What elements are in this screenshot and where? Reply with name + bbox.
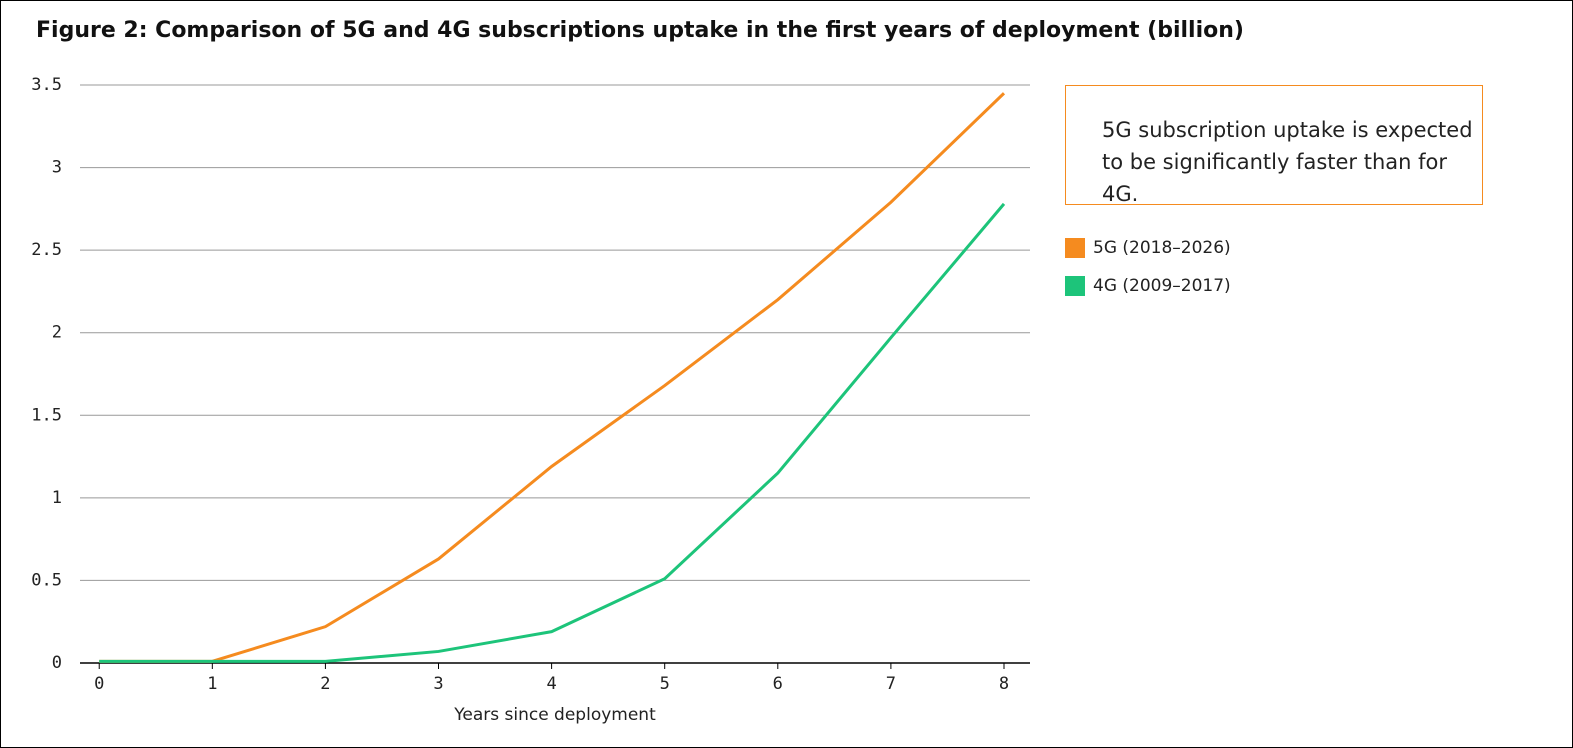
y-tick-label: 2.5 xyxy=(31,240,62,260)
y-tick-label: 1 xyxy=(52,488,62,508)
x-tick-label: 1 xyxy=(207,674,217,694)
series-line xyxy=(99,202,1006,663)
y-tick-label: 3.5 xyxy=(31,75,62,95)
legend-label: 4G (2009–2017) xyxy=(1093,276,1231,296)
legend-swatch xyxy=(1065,238,1085,258)
x-tick-label: 4 xyxy=(546,674,556,694)
legend-item: 4G (2009–2017) xyxy=(1065,276,1231,296)
y-tick-label: 3 xyxy=(52,158,62,178)
x-tick-label: 0 xyxy=(94,674,104,694)
x-tick-label: 3 xyxy=(433,674,443,694)
x-tick-label: 6 xyxy=(773,674,783,694)
x-tick-label: 7 xyxy=(886,674,896,694)
x-tick-label: 5 xyxy=(660,674,670,694)
legend-swatch xyxy=(1065,276,1085,296)
y-tick-label: 2 xyxy=(52,323,62,343)
x-axis-label: Years since deployment xyxy=(454,705,656,725)
x-tick-label: 2 xyxy=(320,674,330,694)
chart-title: Figure 2: Comparison of 5G and 4G subscr… xyxy=(36,18,1244,43)
y-tick-label: 0 xyxy=(52,653,62,673)
x-tick-label: 8 xyxy=(999,674,1009,694)
y-tick-label: 1.5 xyxy=(31,405,62,425)
series-line xyxy=(99,92,1006,663)
legend-item: 5G (2018–2026) xyxy=(1065,238,1231,258)
legend-label: 5G (2018–2026) xyxy=(1093,238,1231,258)
annotation: 5G subscription uptake is expected to be… xyxy=(1065,85,1483,206)
y-tick-label: 0.5 xyxy=(31,570,62,590)
